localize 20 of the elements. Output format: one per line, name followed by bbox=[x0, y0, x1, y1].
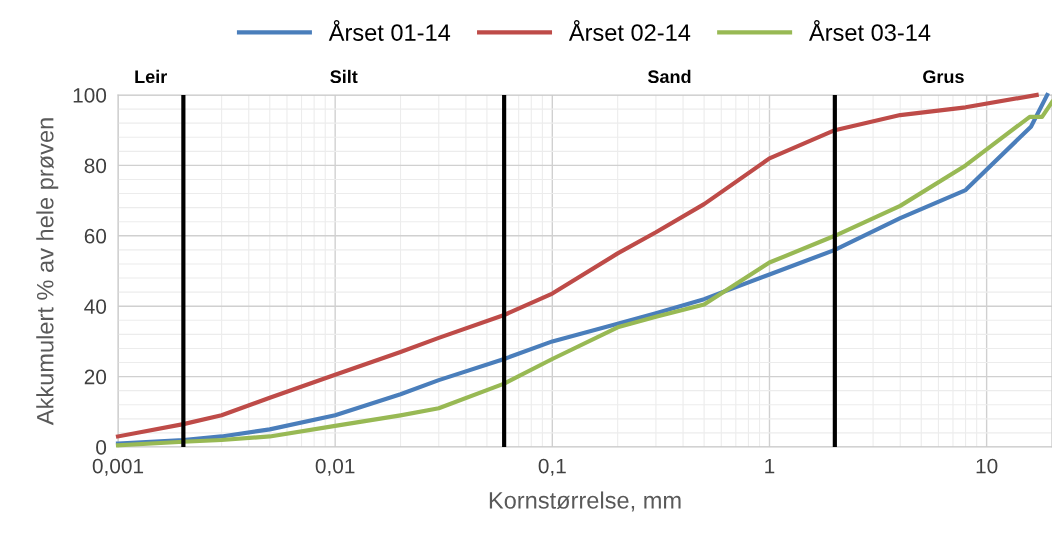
y-tick-label: 100 bbox=[73, 88, 107, 103]
legend-label: Årset 02-14 bbox=[568, 20, 691, 41]
x-axis-title: Kornstørrelse, mm bbox=[489, 491, 681, 512]
x-tick-label: 0,01 bbox=[315, 458, 355, 476]
legend-label: Årset 03-14 bbox=[808, 20, 931, 41]
x-tick-label: 1 bbox=[765, 458, 775, 474]
y-tick-label: 40 bbox=[84, 299, 107, 314]
legend-label: Årset 01-14 bbox=[328, 20, 451, 41]
y-tick-label: 20 bbox=[84, 369, 107, 385]
y-tick-label: 0 bbox=[96, 440, 107, 455]
x-tick-label: 0,1 bbox=[538, 458, 566, 476]
text: Leir bbox=[135, 69, 167, 84]
y-tick-label: 60 bbox=[84, 228, 107, 244]
y-axis-title: Akkumulert % av hele prøven bbox=[36, 118, 59, 426]
text: Sand bbox=[647, 69, 691, 84]
text: Grus bbox=[923, 70, 964, 84]
y-tick-label: 80 bbox=[84, 158, 107, 174]
x-tick-label: 10 bbox=[976, 458, 998, 474]
text: Silt bbox=[330, 69, 358, 84]
x-tick-label: 0,001 bbox=[92, 458, 144, 476]
